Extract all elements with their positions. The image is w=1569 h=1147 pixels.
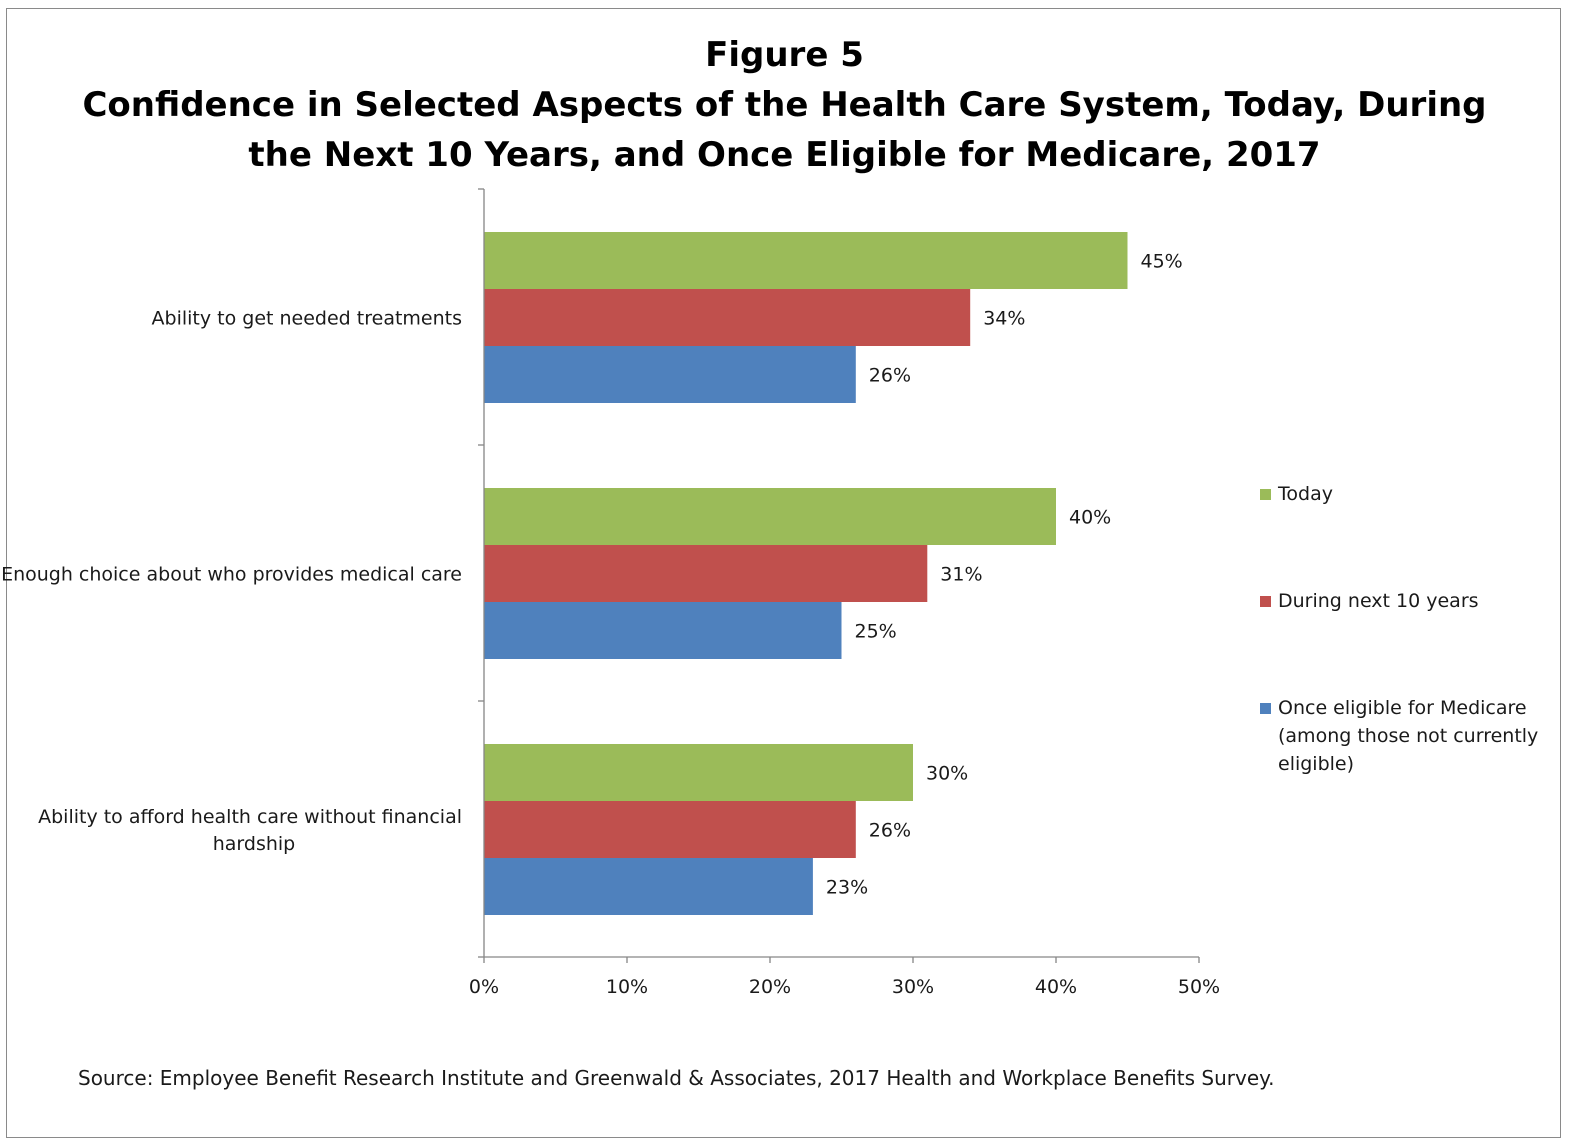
data-label: 31% <box>940 564 982 586</box>
bar <box>484 232 1128 289</box>
bar <box>484 488 1056 545</box>
bar <box>484 289 971 346</box>
bar <box>484 744 913 801</box>
category-label: Enough choice about who provides medical… <box>1 564 462 586</box>
source-note: Source: Employee Benefit Research Instit… <box>78 1066 1275 1090</box>
title-line: Figure 5 <box>705 35 864 75</box>
category-label: hardship <box>213 833 296 855</box>
data-label: 23% <box>826 877 868 899</box>
legend-label: Once eligible for Medicare <box>1278 697 1527 719</box>
legend-label: eligible) <box>1278 753 1355 775</box>
chart-frame <box>6 8 1561 1138</box>
legend-label: (among those not currently <box>1278 725 1539 747</box>
legend-item-today: Today <box>1260 480 1550 587</box>
bar <box>484 346 856 403</box>
legend-swatch <box>1260 489 1271 500</box>
data-label: 45% <box>1141 251 1183 273</box>
data-label: 40% <box>1069 507 1111 529</box>
data-label: 30% <box>926 763 968 785</box>
x-tick-label: 0% <box>469 976 499 998</box>
legend-label: Today <box>1278 483 1333 505</box>
title-line: the Next 10 Years, and Once Eligible for… <box>248 135 1321 175</box>
data-label: 26% <box>869 365 911 387</box>
legend: Today During next 10 years Once eligible… <box>1260 480 1550 778</box>
legend-swatch <box>1260 703 1271 714</box>
x-tick-label: 40% <box>1035 976 1077 998</box>
data-label: 26% <box>869 820 911 842</box>
x-tick-label: 10% <box>606 976 648 998</box>
data-label: 25% <box>855 621 897 643</box>
category-label: Ability to afford health care without fi… <box>38 806 462 828</box>
bar <box>484 858 813 915</box>
bar <box>484 801 856 858</box>
legend-swatch <box>1260 596 1271 607</box>
x-tick-label: 50% <box>1178 976 1220 998</box>
x-tick-label: 30% <box>892 976 934 998</box>
bar <box>484 545 928 602</box>
data-label: 34% <box>983 308 1025 330</box>
chart-title: Figure 5 Confidence in Selected Aspects … <box>0 30 1569 180</box>
title-line: Confidence in Selected Aspects of the He… <box>82 85 1487 125</box>
legend-item-medicare: Once eligible for Medicare (among those … <box>1260 694 1550 778</box>
x-tick-label: 20% <box>749 976 791 998</box>
bar <box>484 602 842 659</box>
category-label: Ability to get needed treatments <box>152 308 462 330</box>
legend-item-next-10-years: During next 10 years <box>1260 587 1550 694</box>
legend-label: During next 10 years <box>1278 590 1479 612</box>
